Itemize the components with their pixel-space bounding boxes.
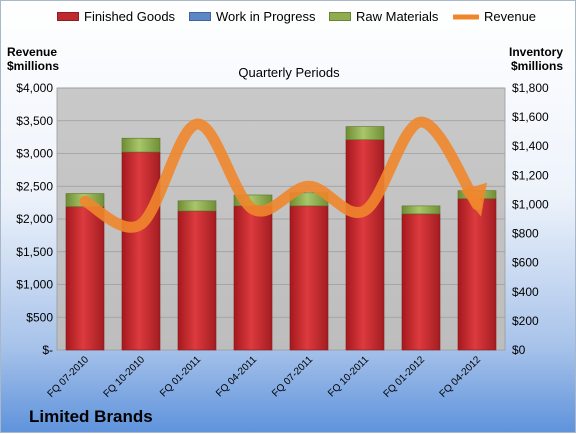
legend-label-raw-materials: Raw Materials: [356, 9, 439, 24]
legend-swatch-raw-materials: [329, 12, 351, 21]
left-tick-label: $3,500: [16, 114, 53, 128]
bar-raw-materials: [121, 137, 161, 153]
revenue-line: [79, 116, 483, 233]
bar-finished-goods: [177, 210, 217, 351]
x-tick-label: FQ 01-2011: [158, 354, 203, 399]
revenue-arrowhead: [461, 182, 487, 217]
right-tick-label: $600: [512, 256, 539, 270]
right-tick-label: $800: [512, 227, 539, 241]
bar-finished-goods: [289, 205, 329, 351]
right-axis-title-line2: $millions: [510, 59, 563, 73]
right-axis-title: Inventory $millions: [509, 45, 563, 73]
legend-swatch-finished-goods: [57, 12, 79, 21]
bar-finished-goods: [121, 151, 161, 351]
left-tick-label: $1,000: [16, 278, 53, 292]
right-axis-title-line1: Inventory: [508, 45, 563, 59]
legend-item-finished-goods[interactable]: Finished Goods: [57, 9, 175, 24]
x-tick-label: FQ 10-2011: [326, 354, 371, 399]
legend-label-revenue: Revenue: [484, 9, 537, 24]
left-tick-label: $2,000: [16, 212, 53, 226]
company-name: Limited Brands: [29, 407, 153, 426]
x-tick-label: FQ 04-2012: [438, 354, 484, 400]
legend-item-revenue[interactable]: Revenue: [453, 9, 536, 24]
right-tick-label: $0: [512, 343, 526, 357]
legend-label-finished-goods: Finished Goods: [84, 9, 176, 24]
bar-raw-materials: [177, 200, 217, 212]
bar-raw-materials: [401, 205, 441, 215]
left-tick-label: $3,000: [16, 147, 53, 161]
right-tick-label: $400: [512, 285, 539, 299]
left-axis-title-line1: Revenue: [7, 45, 58, 59]
left-tick-label: $2,500: [16, 179, 53, 193]
legend-swatch-work-in-progress: [189, 12, 211, 21]
right-tick-label: $1,400: [512, 139, 549, 153]
bar-finished-goods: [345, 139, 385, 351]
legend-item-raw-materials[interactable]: Raw Materials: [329, 9, 438, 24]
right-tick-label: $1,600: [512, 110, 549, 124]
left-axis-title-line2: $millions: [7, 59, 60, 73]
x-tick-label: FQ 10-2010: [102, 354, 148, 400]
bar-finished-goods: [457, 198, 497, 351]
left-tick-label: $500: [26, 310, 53, 324]
legend-line-revenue: [453, 13, 479, 21]
left-tick-label: $1,500: [16, 245, 53, 259]
bar-finished-goods: [233, 205, 273, 351]
legend-label-work-in-progress: Work in Progress: [216, 9, 316, 24]
left-tick-label: $4,000: [16, 81, 53, 95]
chart-title: Quarterly Periods: [238, 65, 340, 80]
x-tick-label: FQ 04-2011: [214, 354, 259, 399]
left-axis-title: Revenue $millions: [7, 45, 59, 73]
right-tick-label: $1,200: [512, 168, 549, 182]
right-tick-label: $1,800: [512, 81, 549, 95]
legend-item-work-in-progress[interactable]: Work in Progress: [189, 9, 315, 24]
right-tick-label: $1,000: [512, 197, 549, 211]
right-tick-label: $200: [512, 314, 539, 328]
bar-finished-goods: [401, 213, 441, 351]
x-tick-label: FQ 07-2010: [46, 354, 92, 400]
bar-raw-materials: [345, 126, 385, 140]
x-tick-label: FQ 01-2012: [382, 354, 428, 400]
left-tick-label: $-: [42, 343, 53, 357]
bar-finished-goods: [65, 206, 105, 351]
x-tick-label: FQ 07-2011: [270, 354, 315, 399]
